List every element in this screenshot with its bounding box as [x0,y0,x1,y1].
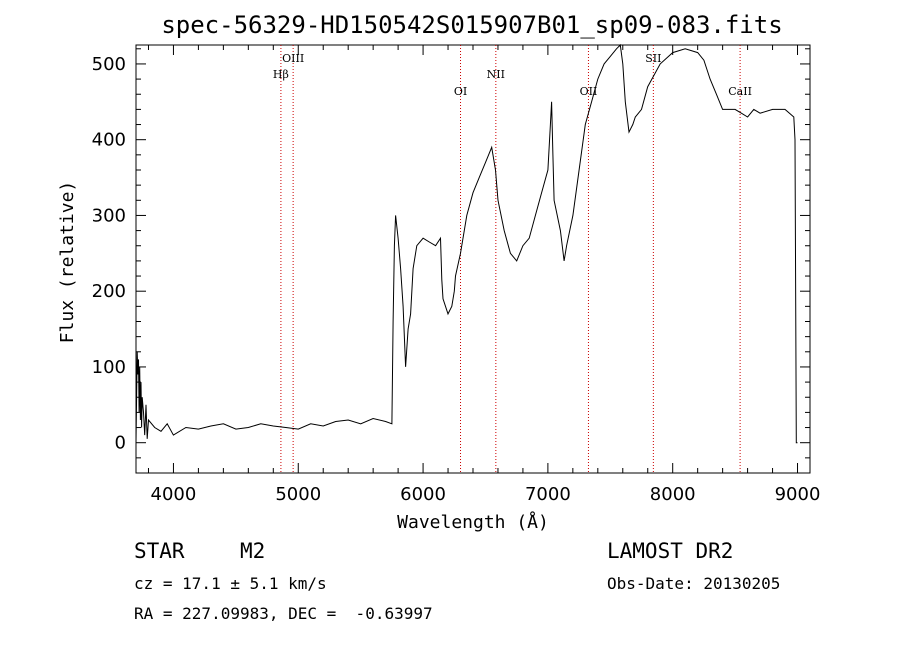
spectral-line-label: OII [580,85,598,98]
spectrum-line [135,43,798,444]
redshift-info: cz = 17.1 ± 5.1 km/s [134,574,327,593]
object-subclass: M2 [240,539,265,563]
x-tick-label: 7000 [525,484,571,505]
spectral-line-markers: Hβ OIII OI NII OII SII CaII [273,45,752,473]
y-tick-label: 200 [92,281,126,302]
y-tick-label: 400 [92,130,126,151]
x-tick-label: 6000 [400,484,446,505]
spectral-line-label: OIII [282,52,304,65]
x-tick-label: 5000 [275,484,321,505]
spectral-line-label: OI [454,85,467,98]
y-tick-label: 0 [115,433,126,454]
spectral-line-label: NII [487,68,505,81]
plot-frame [135,44,811,474]
spectral-line-label: Hβ [273,68,289,81]
survey-name: LAMOST DR2 [607,539,733,563]
x-tick-label: 9000 [775,484,821,505]
chart-title: spec-56329-HD150542S015907B01_sp09-083.f… [161,11,782,39]
y-tick-label: 500 [92,54,126,75]
y-axis-ticks: 0 100 200 300 400 500 [92,48,810,459]
spectral-line-label: SII [645,52,661,65]
coordinates-info: RA = 227.09983, DEC = -0.63997 [134,604,433,623]
y-axis-label: Flux (relative) [57,181,78,344]
object-class: STAR [134,539,185,563]
observation-date: Obs-Date: 20130205 [607,574,780,593]
spectral-line-label: CaII [728,85,752,98]
x-tick-label: 8000 [650,484,696,505]
x-axis-label: Wavelength (Å) [397,511,549,533]
x-axis-ticks: 4000 5000 6000 7000 8000 9000 [147,45,821,505]
y-tick-label: 100 [92,357,126,378]
y-tick-label: 300 [92,205,126,226]
x-tick-label: 4000 [151,484,197,505]
